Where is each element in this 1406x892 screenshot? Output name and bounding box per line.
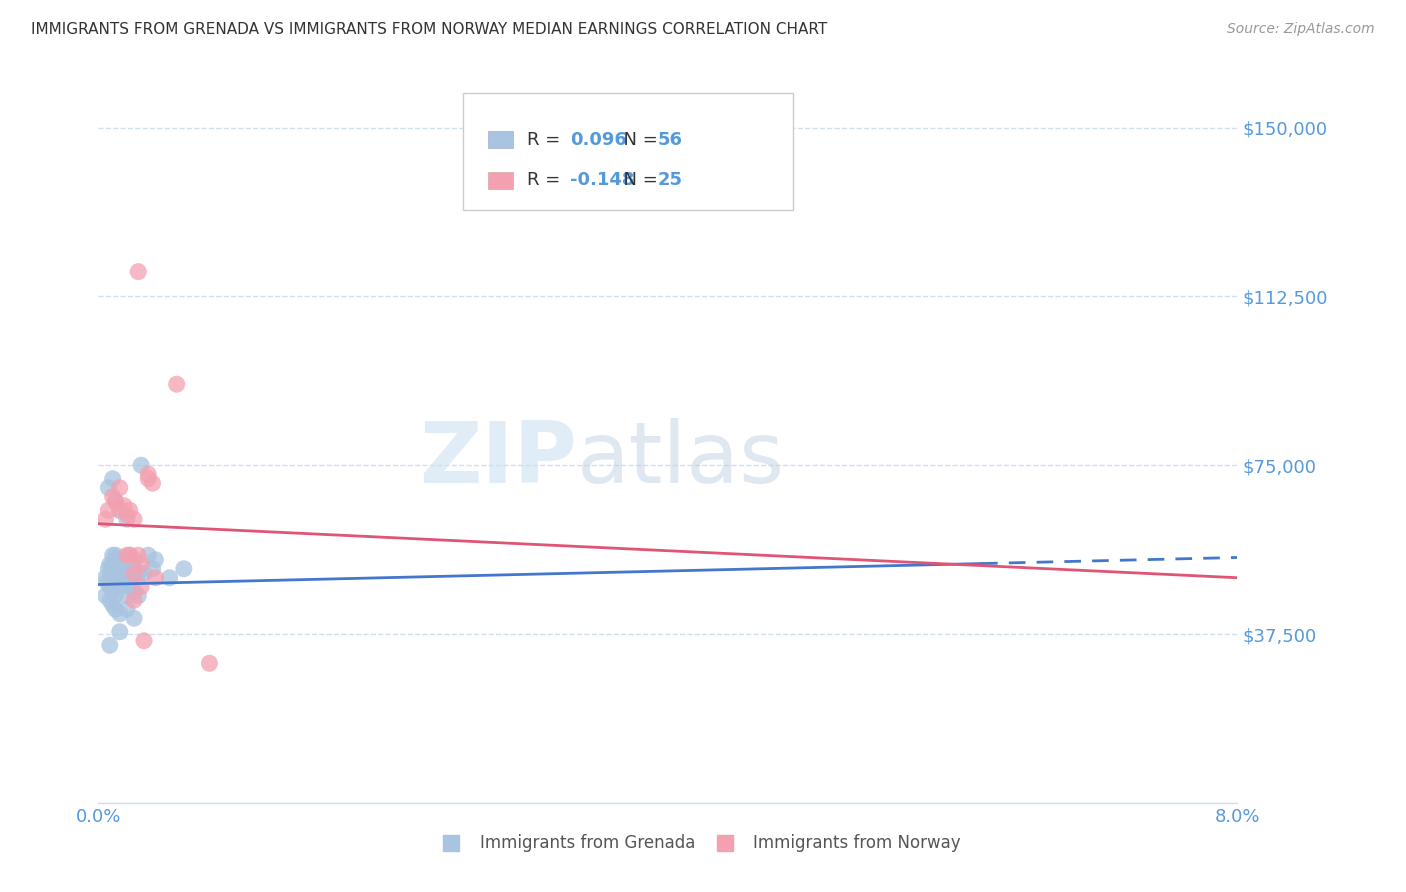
Point <box>104 589 127 603</box>
Point <box>104 494 127 508</box>
Point <box>108 580 131 594</box>
Point <box>115 566 138 581</box>
Point <box>122 593 145 607</box>
Text: 25: 25 <box>658 171 682 189</box>
Point <box>101 584 124 599</box>
Text: N =: N = <box>612 130 664 149</box>
Point <box>115 571 138 585</box>
Point <box>94 512 117 526</box>
Point <box>108 575 131 590</box>
Point <box>108 503 131 517</box>
Point <box>127 566 149 581</box>
Text: Immigrants from Grenada: Immigrants from Grenada <box>479 834 696 852</box>
Point <box>98 580 121 594</box>
Point <box>122 512 145 526</box>
Point <box>122 562 145 576</box>
Point <box>118 571 141 585</box>
Point <box>166 377 188 392</box>
Point <box>108 607 131 621</box>
FancyBboxPatch shape <box>463 94 793 211</box>
Point <box>122 553 145 567</box>
Text: R =: R = <box>527 130 565 149</box>
Point <box>115 548 138 562</box>
Point <box>118 548 141 562</box>
FancyBboxPatch shape <box>488 131 513 147</box>
Point <box>108 624 131 639</box>
Point <box>101 548 124 562</box>
Point <box>173 562 195 576</box>
Point <box>141 476 163 491</box>
Point <box>118 503 141 517</box>
Point <box>96 575 118 590</box>
Point <box>129 558 152 572</box>
Point <box>112 553 135 567</box>
Point <box>127 589 149 603</box>
Point <box>118 548 141 562</box>
Text: -0.148: -0.148 <box>569 171 634 189</box>
Point <box>136 548 159 562</box>
Text: Source: ZipAtlas.com: Source: ZipAtlas.com <box>1227 22 1375 37</box>
Point <box>115 508 138 522</box>
Point <box>112 566 135 581</box>
Point <box>108 562 131 576</box>
Point <box>97 562 120 576</box>
Text: ZIP: ZIP <box>419 417 576 500</box>
Text: Immigrants from Norway: Immigrants from Norway <box>754 834 960 852</box>
Point <box>198 657 221 671</box>
Point <box>127 265 149 279</box>
Point <box>115 602 138 616</box>
Point <box>127 566 149 581</box>
Point <box>104 602 127 616</box>
Text: R =: R = <box>527 171 565 189</box>
Point <box>127 548 149 562</box>
Point <box>145 571 167 585</box>
Point <box>129 580 152 594</box>
Point <box>132 566 155 581</box>
Point <box>94 589 117 603</box>
Point <box>129 458 152 473</box>
Point <box>101 566 124 581</box>
Point <box>115 512 138 526</box>
Text: 56: 56 <box>658 130 682 149</box>
FancyBboxPatch shape <box>488 172 513 188</box>
Point <box>118 571 141 585</box>
Point <box>145 553 167 567</box>
Point <box>97 503 120 517</box>
Point <box>104 494 127 508</box>
Point <box>115 589 138 603</box>
Point <box>122 611 145 625</box>
Point <box>122 562 145 576</box>
Text: 0.096: 0.096 <box>569 130 627 149</box>
Point <box>136 472 159 486</box>
Point <box>112 562 135 576</box>
Point <box>104 553 127 567</box>
Point <box>141 562 163 576</box>
Point <box>94 571 117 585</box>
Point <box>122 566 145 581</box>
Point <box>97 481 120 495</box>
Point <box>108 503 131 517</box>
Point <box>159 571 181 585</box>
Point <box>115 558 138 572</box>
Point <box>101 490 124 504</box>
Point <box>101 558 124 572</box>
Point <box>104 548 127 562</box>
Point <box>136 467 159 482</box>
Point <box>98 558 121 572</box>
Text: N =: N = <box>612 171 664 189</box>
Point <box>100 571 122 585</box>
Point <box>118 580 141 594</box>
Point <box>122 584 145 599</box>
Point <box>101 472 124 486</box>
Point <box>132 633 155 648</box>
Text: IMMIGRANTS FROM GRENADA VS IMMIGRANTS FROM NORWAY MEDIAN EARNINGS CORRELATION CH: IMMIGRANTS FROM GRENADA VS IMMIGRANTS FR… <box>31 22 827 37</box>
Point <box>98 593 121 607</box>
Point <box>98 638 121 652</box>
Point <box>101 598 124 612</box>
Point <box>112 499 135 513</box>
Point <box>108 481 131 495</box>
Point <box>118 575 141 590</box>
Text: atlas: atlas <box>576 417 785 500</box>
